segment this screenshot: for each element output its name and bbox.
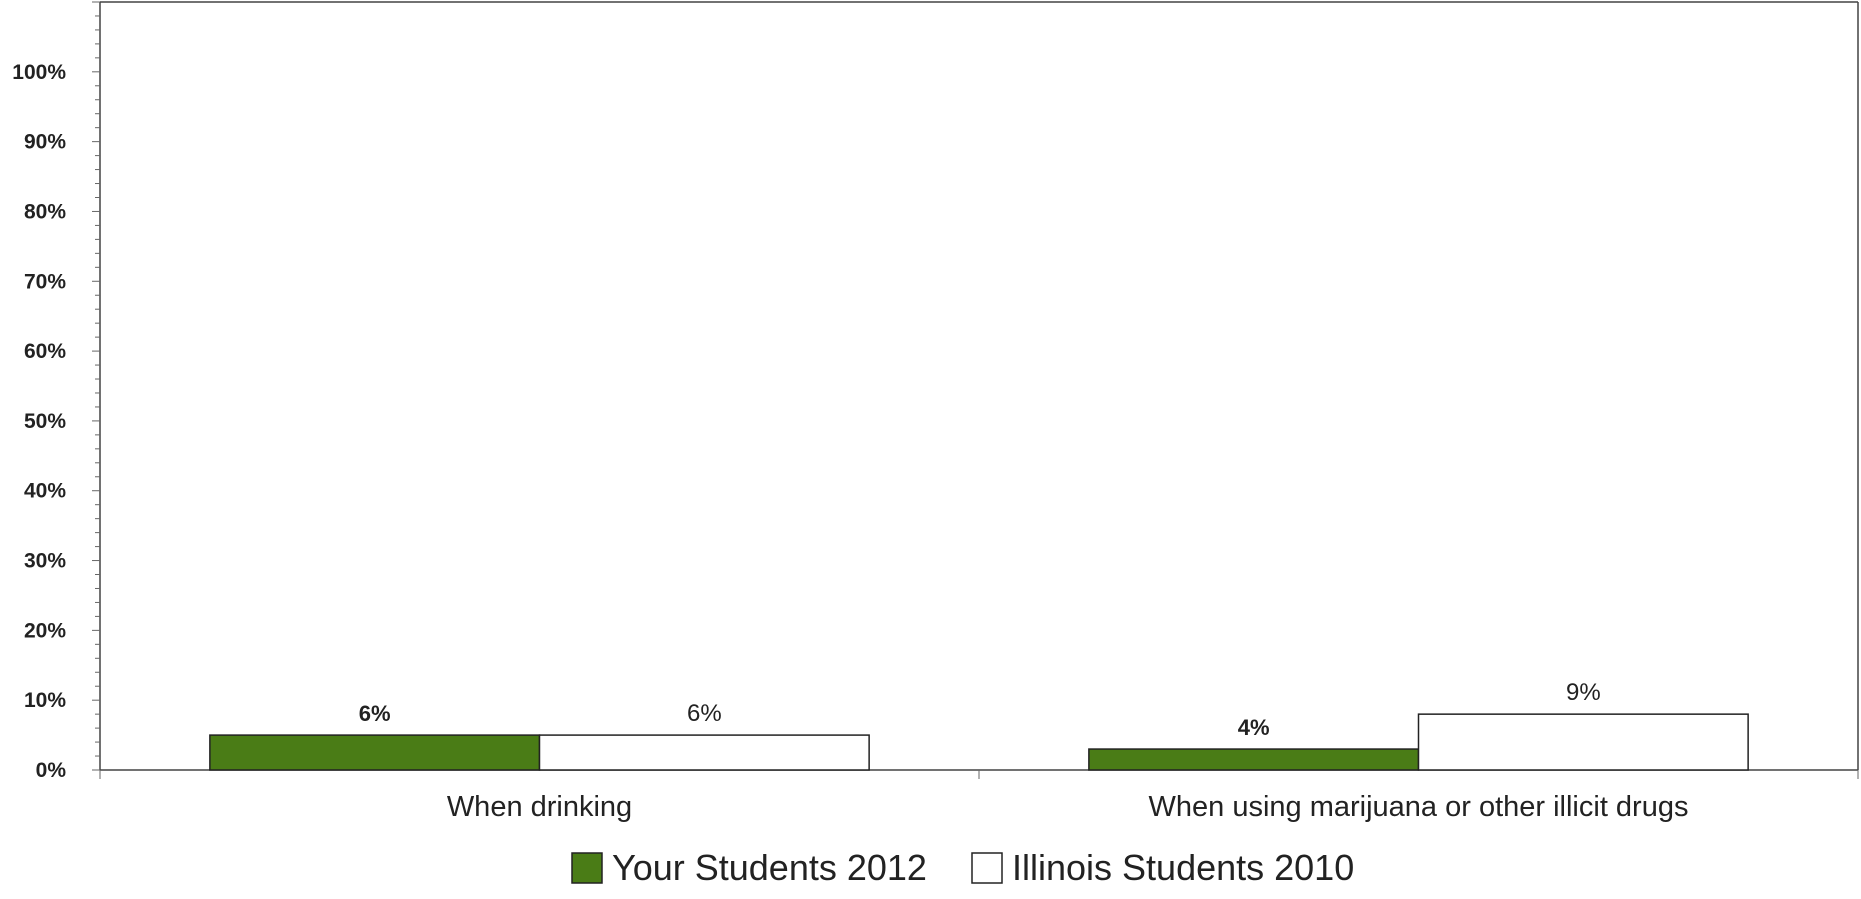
y-tick-label: 60%	[24, 340, 66, 363]
legend: Your Students 2012 Illinois Students 2010	[571, 847, 1354, 888]
y-tick-label: 20%	[24, 619, 66, 642]
y-tick-label: 40%	[24, 480, 66, 503]
y-tick-label: 0%	[36, 759, 67, 782]
legend-label: Illinois Students 2010	[1012, 847, 1354, 888]
data-label: 6%	[687, 700, 722, 727]
x-axis: When drinking When using marijuana or oth…	[99, 769, 1859, 823]
x-category-label: When drinking	[447, 791, 632, 823]
data-label: 6%	[359, 701, 391, 726]
legend-swatch	[971, 852, 1003, 884]
bar	[1417, 713, 1749, 771]
y-tick-label: 30%	[24, 550, 66, 573]
y-tick-label: 80%	[24, 200, 66, 223]
y-tick-label: 50%	[24, 410, 66, 433]
y-axis: 0% 10% 20% 30% 40% 50% 60% 70% 80% 90% 100%	[12, 1, 1859, 782]
legend-swatch	[571, 852, 603, 884]
bar	[538, 734, 870, 771]
y-tick-label: 90%	[24, 131, 66, 154]
y-tick-label: 70%	[24, 270, 66, 293]
data-label: 4%	[1238, 715, 1270, 740]
y-tick-label: 10%	[24, 689, 66, 712]
x-category-label: When using marijuana or other illicit dr…	[1149, 791, 1689, 823]
bar	[209, 734, 541, 771]
data-label: 9%	[1566, 679, 1601, 706]
legend-label: Your Students 2012	[612, 847, 927, 888]
bars: 6% 4% 6% 9%	[209, 679, 1749, 771]
bar	[1088, 748, 1420, 771]
y-tick-label: 100%	[12, 61, 66, 84]
